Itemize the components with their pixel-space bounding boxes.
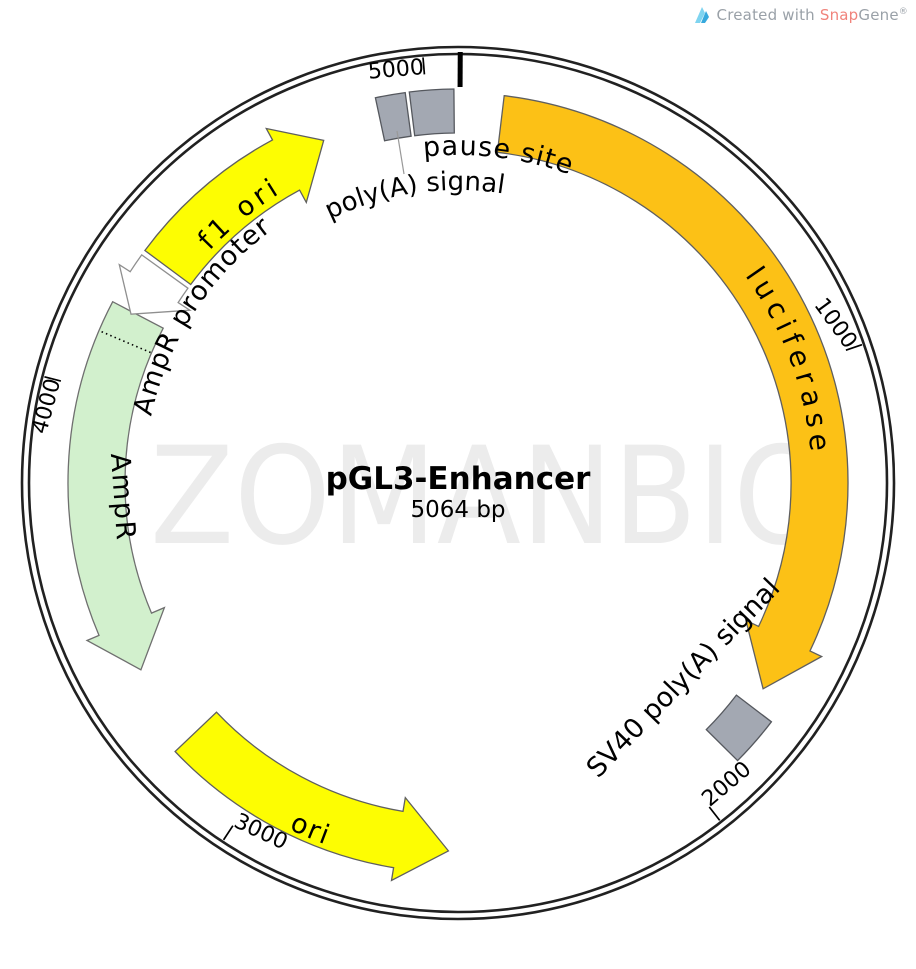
tick-label-2000: 2000: [697, 757, 756, 812]
snapgene-logo-icon: [694, 6, 710, 24]
tick-label-5000: 5000: [367, 55, 425, 85]
brand-gene: Gene: [858, 6, 898, 24]
feature-sv40-poly-a-signal-label[interactable]: SV40 poly(A) signal: [581, 573, 786, 784]
credit-text: Created with SnapGene®: [717, 6, 908, 24]
plasmid-name: pGL3-Enhancer: [326, 461, 592, 497]
feature-luciferase: luciferase: [497, 96, 848, 689]
registered-mark: ®: [899, 7, 908, 17]
plasmid-size: 5064 bp: [410, 497, 505, 523]
created-with-text: Created with: [717, 6, 820, 24]
feature-sv40-poly-a-signal: SV40 poly(A) signal: [581, 573, 786, 784]
feature-poly-a-signal-box[interactable]: [375, 93, 411, 141]
feature-ampr-label[interactable]: AmpR: [104, 452, 141, 543]
feature-poly-a-signal-label[interactable]: poly(A) signal: [320, 167, 507, 226]
brand-snap: Snap: [820, 6, 859, 24]
credit-line: Created with SnapGene®: [694, 5, 908, 25]
feature-sv40-poly-a-signal-box[interactable]: [706, 695, 771, 761]
feature-ori-arrow[interactable]: [175, 712, 448, 880]
feature-pause-site-box[interactable]: [409, 89, 454, 136]
feature-ori: ori: [175, 712, 448, 880]
